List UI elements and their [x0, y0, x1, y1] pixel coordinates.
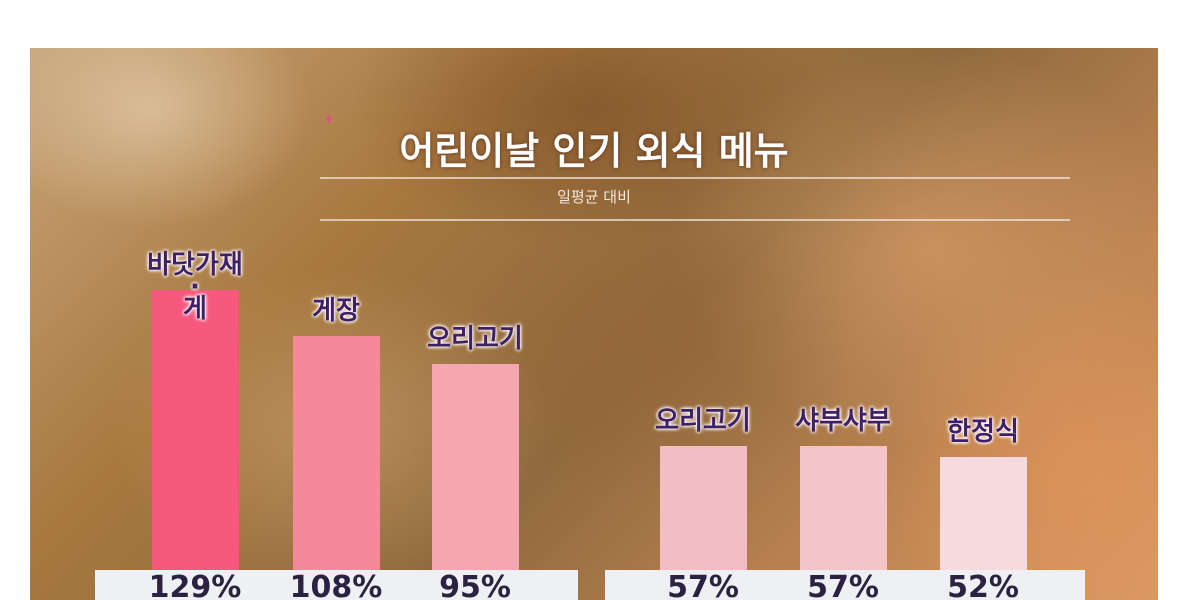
value-label: 57% [807, 570, 879, 600]
bar-2 [432, 363, 519, 570]
chart-background-photo: ✦ 어린이날 인기 외식 메뉴 일평균 대비 바닷가재 · 게 129% 게장 108% 오… [30, 48, 1158, 600]
divider-line [320, 219, 1070, 221]
chart-subtitle: 일평균 대비 [557, 188, 631, 206]
bar-3 [660, 446, 747, 570]
bar-label: 오리고기 [655, 406, 751, 437]
value-panel-right [605, 570, 1085, 600]
value-panel-left [95, 570, 578, 600]
value-label: 57% [667, 570, 739, 600]
value-label: 95% [439, 570, 511, 600]
bar-label: 오리고기 [427, 323, 523, 354]
bar-label: 게장 [312, 295, 360, 326]
bar-0 [152, 290, 239, 570]
bar-label: 샤부샤부 [795, 406, 891, 437]
divider-line [320, 177, 1070, 179]
chart-title: 어린이날 인기 외식 메뉴 [399, 129, 789, 173]
value-label: 108% [289, 570, 383, 600]
bar-4 [800, 446, 887, 570]
bar-1 [293, 335, 380, 570]
value-label: 129% [148, 570, 242, 600]
sparkle-icon: ✦ [323, 112, 335, 128]
value-label: 52% [947, 570, 1019, 600]
bar-5 [940, 457, 1027, 570]
bar-label: 바닷가재 · 게 [147, 250, 243, 325]
bar-label: 한정식 [947, 417, 1019, 448]
